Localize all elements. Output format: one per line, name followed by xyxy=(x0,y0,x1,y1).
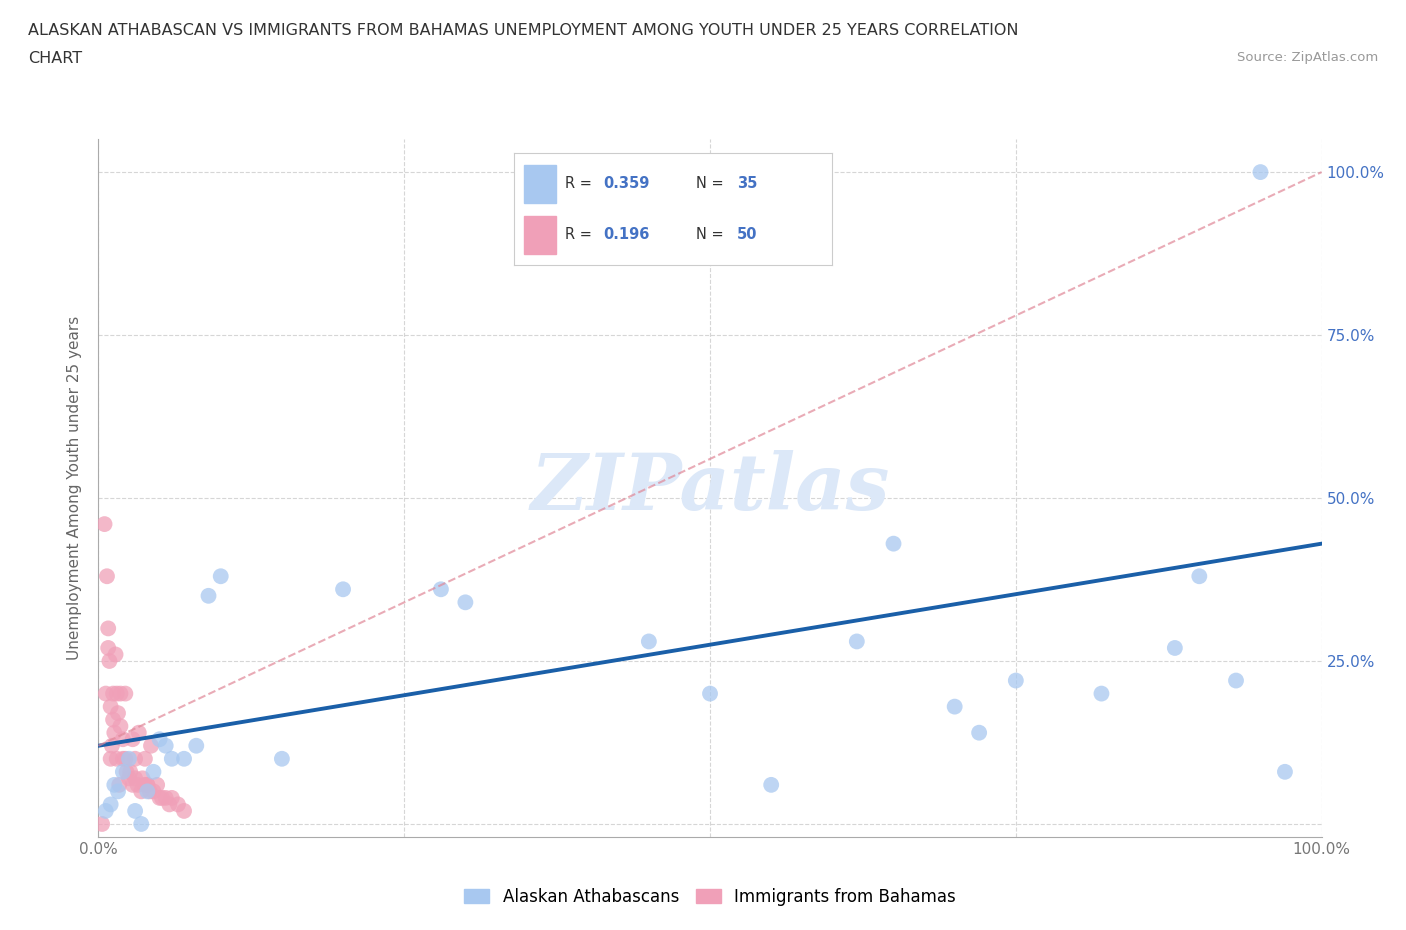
Point xyxy=(110,719,132,734)
Point xyxy=(107,784,129,799)
Text: Source: ZipAtlas.com: Source: ZipAtlas.com xyxy=(1237,51,1378,64)
Point xyxy=(114,751,136,766)
Point xyxy=(100,699,122,714)
Point xyxy=(98,654,121,669)
Point xyxy=(134,751,156,766)
Point xyxy=(155,790,177,805)
Point xyxy=(186,738,208,753)
Point xyxy=(103,777,125,792)
Point xyxy=(124,804,146,818)
Point xyxy=(124,751,146,766)
Point xyxy=(101,712,124,727)
Y-axis label: Unemployment Among Youth under 25 years: Unemployment Among Youth under 25 years xyxy=(67,316,83,660)
Point xyxy=(93,517,115,532)
Point xyxy=(1274,764,1296,779)
Point xyxy=(111,751,134,766)
Point xyxy=(173,804,195,818)
Point xyxy=(139,784,162,799)
Point xyxy=(146,777,169,792)
Point xyxy=(108,777,131,792)
Point xyxy=(136,784,159,799)
Point xyxy=(94,686,117,701)
Point xyxy=(114,686,136,701)
Point xyxy=(149,790,172,805)
Point xyxy=(167,797,190,812)
Point xyxy=(430,582,453,597)
Point xyxy=(142,784,165,799)
Point xyxy=(160,751,183,766)
Point xyxy=(699,686,721,701)
Point xyxy=(101,738,124,753)
Point xyxy=(149,732,172,747)
Point xyxy=(1164,641,1187,656)
Point xyxy=(111,732,134,747)
Point xyxy=(845,634,868,649)
Point xyxy=(155,738,177,753)
Point xyxy=(454,595,477,610)
Point xyxy=(761,777,783,792)
Text: CHART: CHART xyxy=(28,51,82,66)
Point xyxy=(94,804,117,818)
Point xyxy=(101,686,124,701)
Point xyxy=(1249,165,1271,179)
Point xyxy=(97,621,120,636)
Point xyxy=(104,647,127,662)
Point xyxy=(97,641,120,656)
Point xyxy=(142,764,165,779)
Point xyxy=(131,771,153,786)
Point xyxy=(638,634,661,649)
Point xyxy=(115,764,138,779)
Point xyxy=(136,777,159,792)
Legend: Alaskan Athabascans, Immigrants from Bahamas: Alaskan Athabascans, Immigrants from Bah… xyxy=(457,881,963,912)
Point xyxy=(121,732,143,747)
Point xyxy=(1225,673,1247,688)
Point xyxy=(100,797,122,812)
Point xyxy=(128,725,150,740)
Point xyxy=(107,706,129,721)
Point xyxy=(1188,569,1211,584)
Point xyxy=(121,777,143,792)
Point xyxy=(96,569,118,584)
Point xyxy=(967,725,990,740)
Point xyxy=(103,725,125,740)
Point xyxy=(1004,673,1026,688)
Point xyxy=(332,582,354,597)
Point xyxy=(105,686,128,701)
Point xyxy=(883,537,905,551)
Text: ZIPatlas: ZIPatlas xyxy=(530,450,890,526)
Point xyxy=(129,784,152,799)
Point xyxy=(134,777,156,792)
Point xyxy=(197,589,219,604)
Point xyxy=(136,777,159,792)
Point xyxy=(270,751,294,766)
Point xyxy=(124,771,146,786)
Point xyxy=(91,817,114,831)
Point xyxy=(160,790,183,805)
Point xyxy=(105,751,128,766)
Point xyxy=(129,817,152,831)
Point xyxy=(118,751,141,766)
Point xyxy=(100,751,122,766)
Point xyxy=(139,738,162,753)
Point xyxy=(110,686,132,701)
Point xyxy=(150,790,173,805)
Point xyxy=(118,771,141,786)
Point xyxy=(209,569,232,584)
Point xyxy=(127,777,149,792)
Point xyxy=(157,797,180,812)
Point xyxy=(173,751,195,766)
Point xyxy=(111,764,134,779)
Point xyxy=(1090,686,1112,701)
Text: ALASKAN ATHABASCAN VS IMMIGRANTS FROM BAHAMAS UNEMPLOYMENT AMONG YOUTH UNDER 25 : ALASKAN ATHABASCAN VS IMMIGRANTS FROM BA… xyxy=(28,23,1018,38)
Point xyxy=(120,764,142,779)
Point xyxy=(943,699,966,714)
